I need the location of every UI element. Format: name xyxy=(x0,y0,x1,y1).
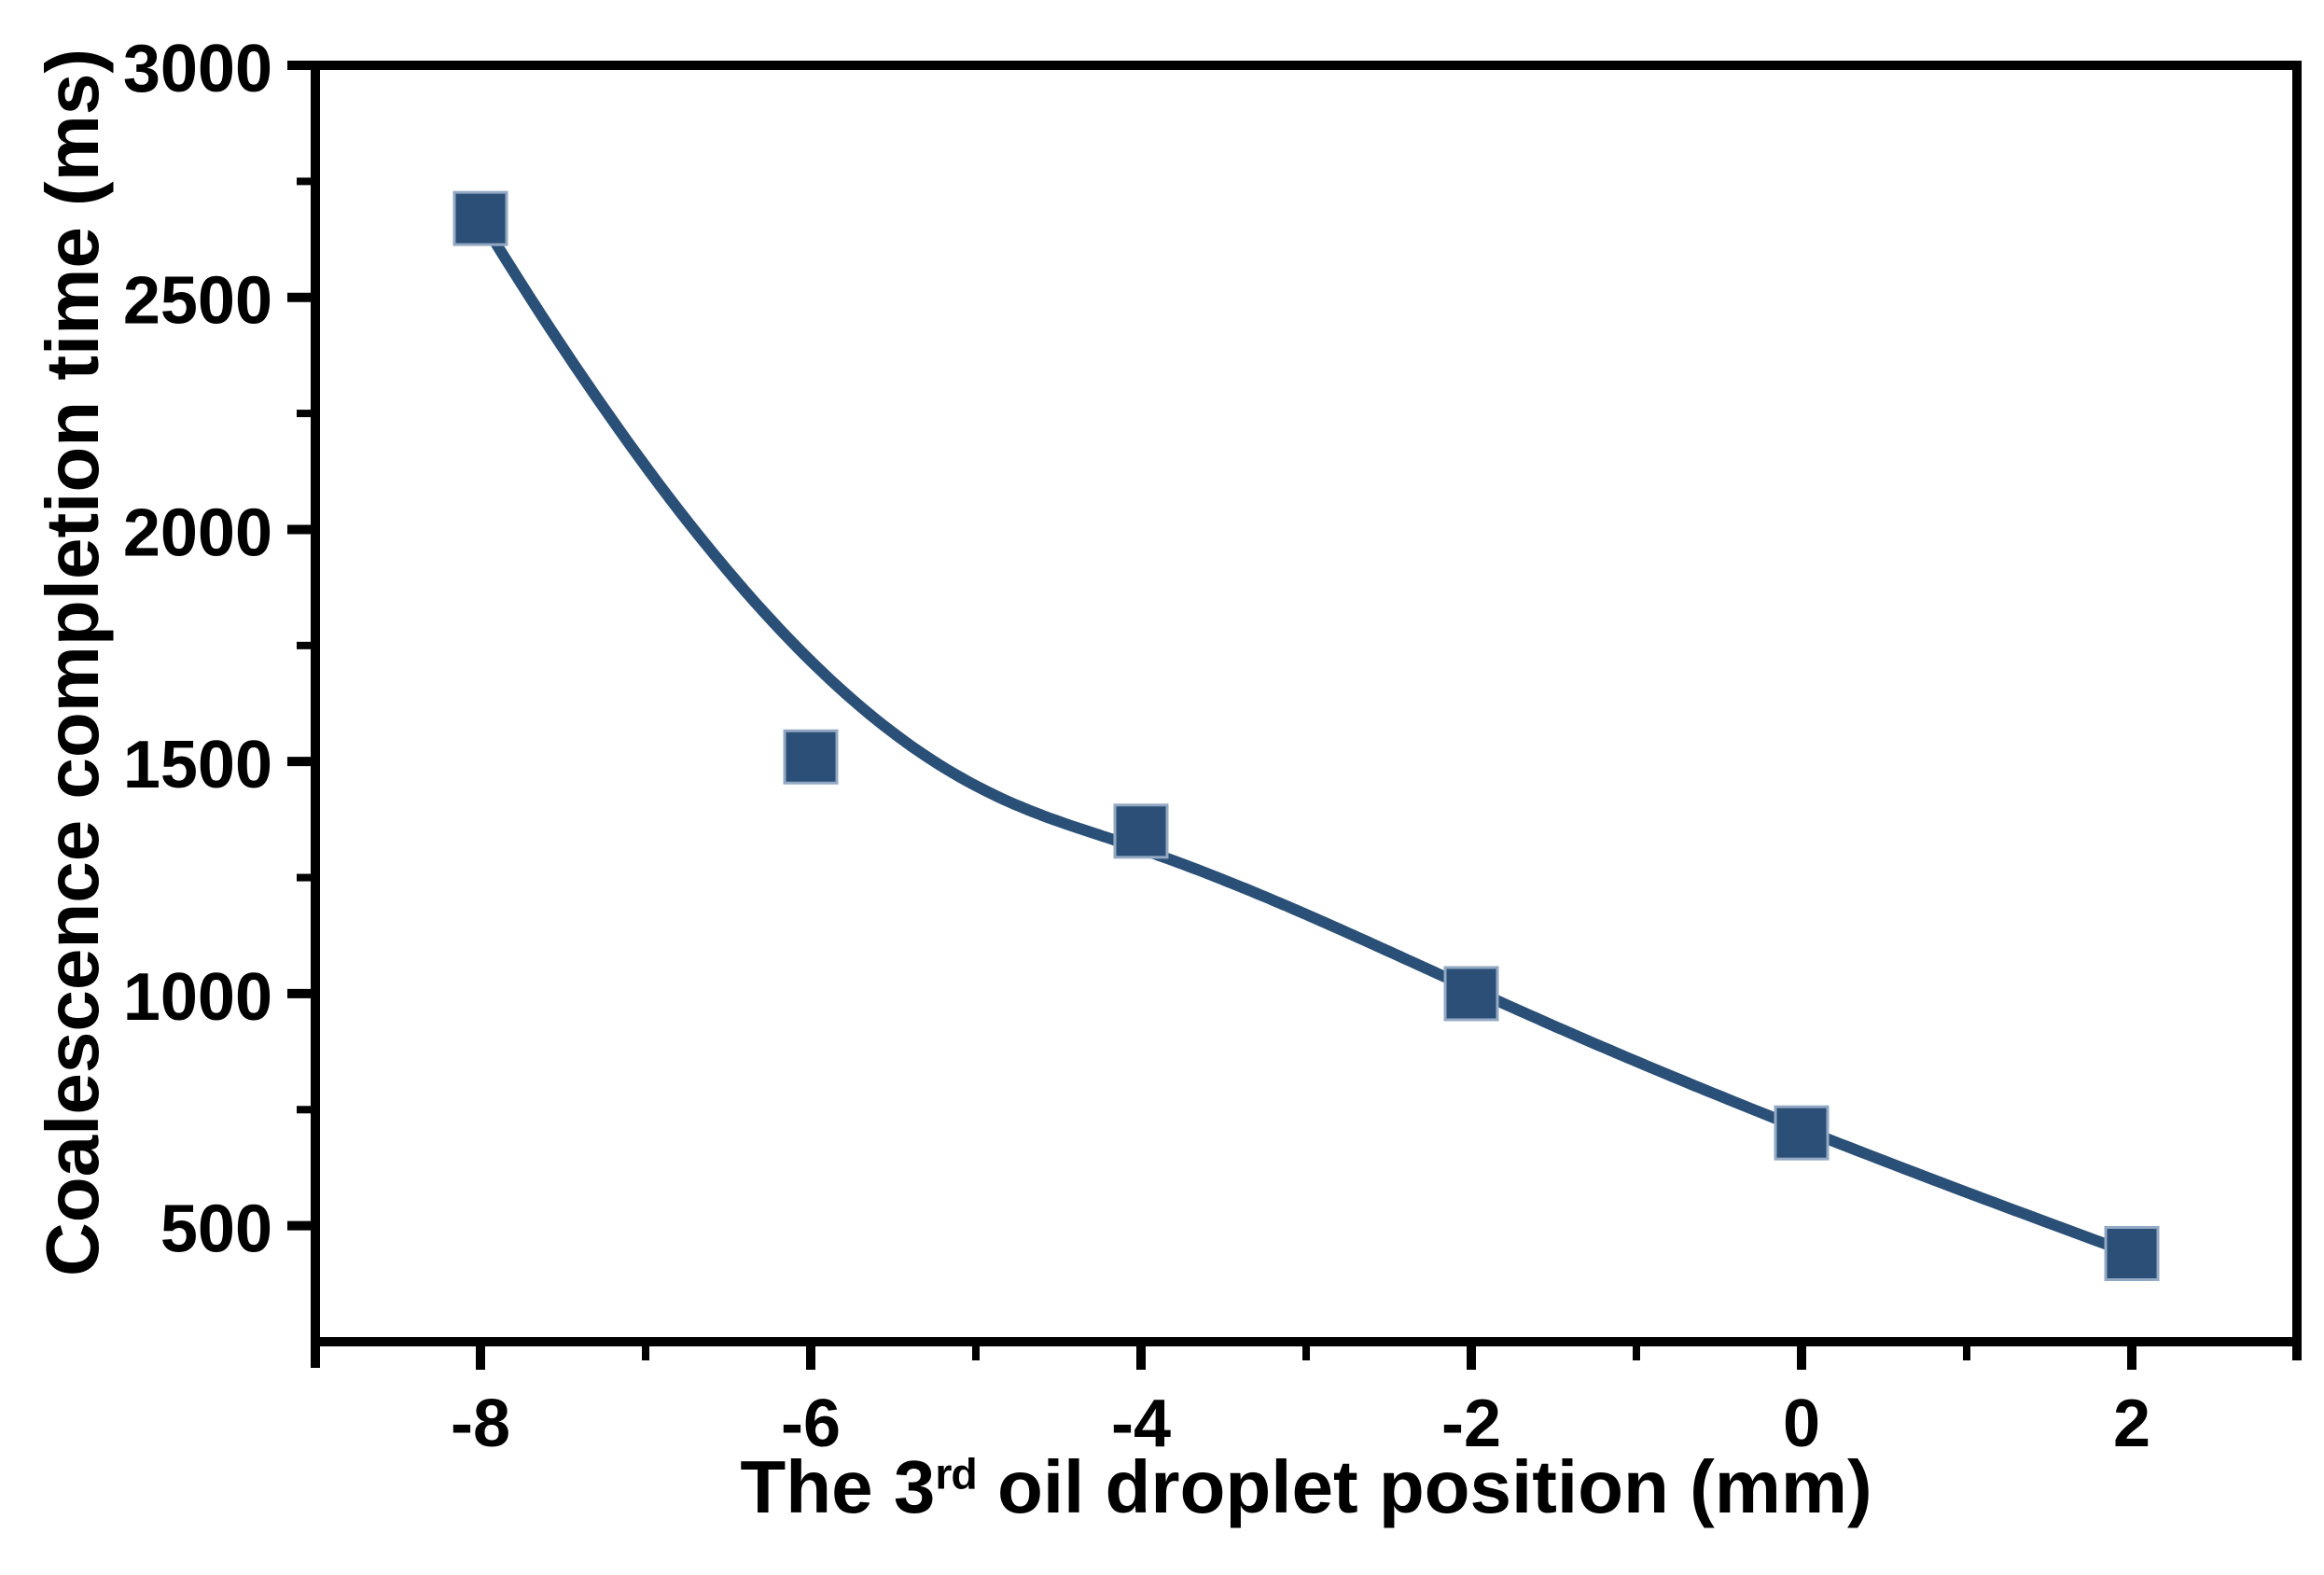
data-point-marker xyxy=(783,729,839,785)
y-tick-label: 1000 xyxy=(123,960,272,1035)
data-point-marker xyxy=(1113,803,1169,859)
x-tick-label: -4 xyxy=(1111,1387,1171,1461)
x-tick-label: -8 xyxy=(451,1387,510,1461)
x-tick-label: -2 xyxy=(1441,1387,1501,1461)
x-tick-label: -6 xyxy=(781,1387,841,1461)
y-tick-label: 500 xyxy=(160,1192,272,1267)
data-point-marker xyxy=(2104,1225,2160,1281)
x-tick-label: 2 xyxy=(2113,1387,2150,1461)
y-tick-label: 3000 xyxy=(123,32,272,106)
x-tick-label: 0 xyxy=(1783,1387,1820,1461)
data-series-curve xyxy=(475,213,2137,1260)
x-axis-title: The 3rd oil droplet position (mm) xyxy=(315,1444,2297,1530)
data-point-marker xyxy=(452,190,508,246)
y-axis-title: Coalescence completion time (ms) xyxy=(31,49,114,1276)
x-axis-title-suffix: oil droplet position (mm) xyxy=(976,1445,1872,1528)
y-tick-label: 2000 xyxy=(123,495,272,570)
y-tick-label: 1500 xyxy=(123,728,272,802)
data-point-marker xyxy=(1774,1105,1830,1161)
x-axis-title-prefix: The 3 xyxy=(740,1445,936,1528)
data-point-marker xyxy=(1443,966,1499,1022)
y-tick-label: 2500 xyxy=(123,264,272,339)
x-axis-title-superscript: rd xyxy=(935,1449,977,1498)
